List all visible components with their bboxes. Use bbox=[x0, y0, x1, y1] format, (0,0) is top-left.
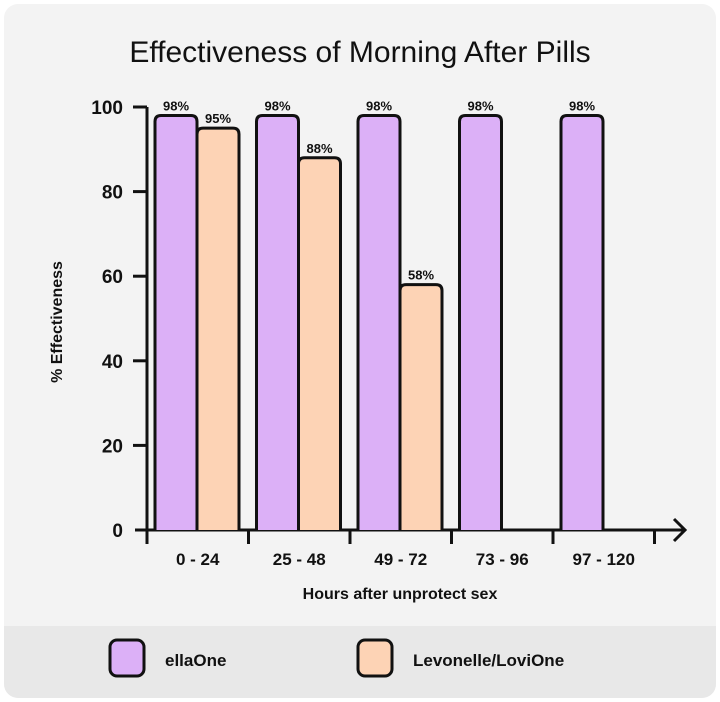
bar-levonelle bbox=[297, 156, 342, 530]
data-label: 98% bbox=[366, 98, 392, 113]
bar-levonelle bbox=[398, 283, 444, 530]
data-label: 95% bbox=[205, 111, 231, 126]
x-tick-label: 97 - 120 bbox=[573, 550, 635, 569]
bar-ellaone bbox=[153, 113, 199, 530]
legend-label: ellaOne bbox=[165, 651, 226, 670]
x-tick-label: 25 - 48 bbox=[273, 550, 326, 569]
bar-ellaone bbox=[458, 113, 503, 530]
legend-swatch-levonelle bbox=[356, 638, 394, 678]
y-tick-label: 100 bbox=[91, 98, 123, 119]
x-tick-label: 0 - 24 bbox=[176, 550, 220, 569]
legend-swatch-ellaone bbox=[108, 638, 146, 678]
x-axis-arrow-icon bbox=[672, 517, 688, 543]
y-tick-label: 80 bbox=[102, 183, 123, 204]
chart-card: Effectiveness of Morning After Pills % E… bbox=[4, 4, 716, 698]
y-tick-label: 40 bbox=[102, 352, 123, 373]
chart-title: Effectiveness of Morning After Pills bbox=[129, 36, 590, 69]
bar-levonelle bbox=[195, 126, 241, 530]
data-label: 98% bbox=[264, 98, 290, 113]
y-tick-label: 0 bbox=[112, 521, 123, 542]
data-label: 88% bbox=[306, 141, 332, 156]
y-tick-label: 60 bbox=[102, 267, 123, 288]
bar-ellaone bbox=[255, 113, 300, 530]
data-label: 58% bbox=[408, 268, 434, 283]
x-tick-label: 73 - 96 bbox=[476, 550, 529, 569]
x-axis-label: Hours after unprotect sex bbox=[303, 586, 498, 603]
legend-label: Levonelle/LoviOne bbox=[413, 651, 564, 670]
data-label: 98% bbox=[467, 98, 493, 113]
y-axis-label: % Effectiveness bbox=[49, 261, 66, 383]
x-tick-label: 49 - 72 bbox=[374, 550, 427, 569]
bar-ellaone bbox=[356, 113, 402, 530]
bar-ellaone bbox=[559, 113, 605, 530]
data-label: 98% bbox=[163, 98, 189, 113]
data-label: 98% bbox=[569, 98, 595, 113]
y-tick-label: 20 bbox=[102, 436, 123, 457]
bar-chart: Effectiveness of Morning After Pills % E… bbox=[49, 36, 688, 678]
